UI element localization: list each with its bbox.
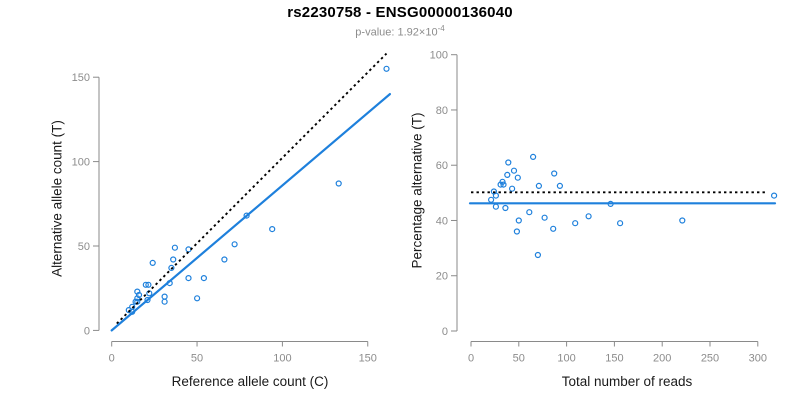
regression-line xyxy=(110,92,391,332)
x-tick-label: 0 xyxy=(109,353,115,365)
x-tick-label: 100 xyxy=(273,353,291,365)
data-point xyxy=(142,281,149,288)
x-tick-label: 150 xyxy=(605,353,623,365)
data-point xyxy=(585,213,592,220)
data-points xyxy=(488,153,778,259)
data-point xyxy=(535,182,543,189)
data-point xyxy=(161,298,168,305)
data-point xyxy=(221,256,228,263)
plot-title: rs2230758 - ENSG00000136040 xyxy=(287,4,513,21)
data-point xyxy=(269,226,276,233)
y-tick-label: 0 xyxy=(442,326,448,338)
data-point xyxy=(125,307,132,314)
data-point xyxy=(134,295,141,302)
data-point xyxy=(185,275,192,282)
x-tick-label: 50 xyxy=(191,353,203,365)
data-point xyxy=(572,220,579,227)
data-point xyxy=(185,246,192,253)
data-point xyxy=(134,288,141,295)
left-scatter-plot: 0 50 100 150 0 50 100 150 xyxy=(72,52,391,365)
data-point xyxy=(504,171,511,178)
y-tick-label: 100 xyxy=(430,50,448,62)
data-point xyxy=(161,293,168,300)
right-scatter-plot: 0 20 40 60 80 100 0 50 100 150 200 250 300 xyxy=(430,50,778,365)
data-point xyxy=(231,241,238,248)
data-point xyxy=(129,303,136,310)
plot-subtitle: p-value: 1.92×10-4 xyxy=(0,24,800,39)
left-x-axis-title: Reference allele count (C) xyxy=(171,374,329,389)
data-point xyxy=(556,182,564,189)
y-tick-label: 100 xyxy=(72,157,90,169)
pvalue-text: p-value: 1.92×10 xyxy=(355,26,438,39)
y-tick-label: 40 xyxy=(436,215,448,227)
x-tick-label: 50 xyxy=(513,353,525,365)
data-point xyxy=(170,256,177,263)
data-point xyxy=(145,281,152,288)
data-point xyxy=(551,170,558,177)
data-point xyxy=(508,185,516,192)
data-point xyxy=(526,209,533,216)
data-point xyxy=(514,174,521,181)
data-point xyxy=(488,196,495,203)
data-point xyxy=(492,203,499,210)
pvalue-exponent: -4 xyxy=(437,24,445,33)
data-point xyxy=(499,178,506,185)
x-tick-label: 300 xyxy=(749,353,767,365)
data-point xyxy=(502,204,509,212)
data-point xyxy=(243,212,250,219)
data-point xyxy=(200,275,207,282)
data-point xyxy=(534,251,542,259)
x-tick-label: 150 xyxy=(359,353,377,365)
data-point xyxy=(505,159,512,166)
y-tick-label: 0 xyxy=(84,325,90,337)
y-tick-label: 150 xyxy=(72,72,90,84)
y-tick-label: 60 xyxy=(436,160,448,172)
data-point xyxy=(500,181,507,188)
right-x-axis-title: Total number of reads xyxy=(561,374,693,389)
data-point xyxy=(541,214,548,221)
data-point xyxy=(770,192,778,199)
data-point xyxy=(144,296,151,304)
data-point xyxy=(515,217,522,224)
data-point xyxy=(168,264,175,271)
y-tick-label: 80 xyxy=(436,105,448,117)
data-point xyxy=(194,295,201,302)
data-point xyxy=(510,167,518,174)
x-tick-label: 0 xyxy=(468,353,474,365)
data-point xyxy=(550,225,557,232)
data-point xyxy=(529,153,537,160)
x-tick-label: 100 xyxy=(557,353,575,365)
y-tick-label: 20 xyxy=(436,271,448,283)
x-tick-label: 250 xyxy=(701,353,719,365)
data-point xyxy=(513,228,521,235)
y-tick-label: 50 xyxy=(78,241,90,253)
data-points xyxy=(125,65,390,315)
data-point xyxy=(383,65,390,72)
data-point xyxy=(335,180,342,187)
data-point xyxy=(616,220,624,227)
data-point xyxy=(135,291,143,299)
x-tick-label: 200 xyxy=(653,353,671,365)
data-point xyxy=(149,259,156,266)
data-point xyxy=(492,192,499,199)
identity-line xyxy=(116,52,388,325)
data-point xyxy=(171,244,178,251)
data-point xyxy=(679,217,686,224)
